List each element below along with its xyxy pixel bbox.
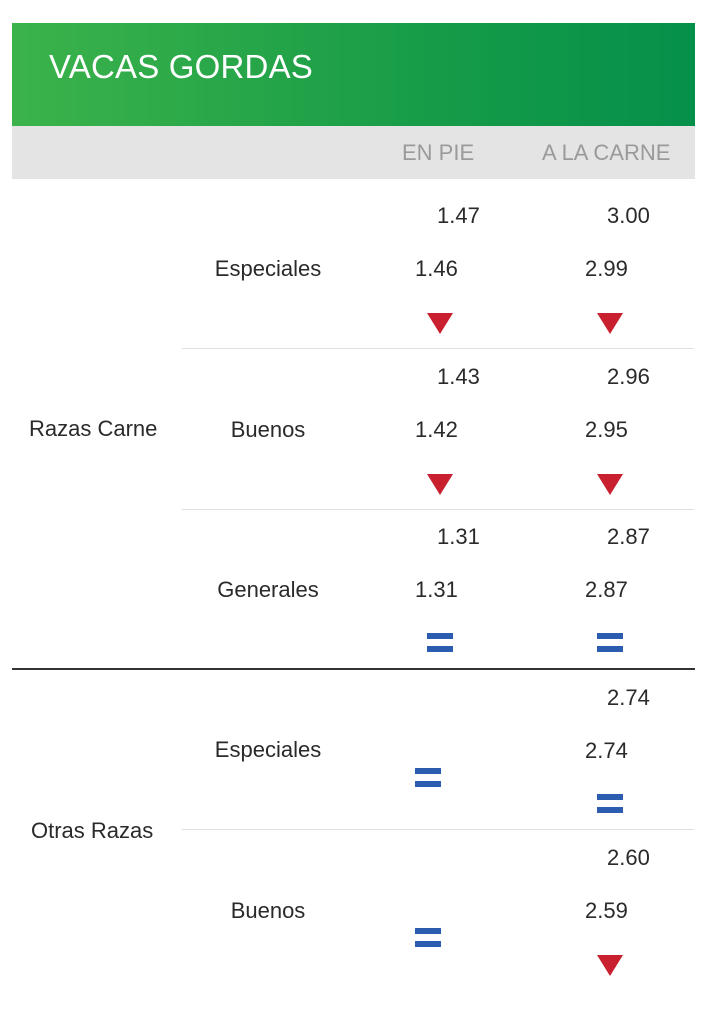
column-headers: EN PIE A LA CARNE — [12, 126, 695, 179]
row-divider — [182, 509, 694, 510]
equal-icon — [597, 633, 623, 652]
a-la-carne-current-value: 2.87 — [585, 577, 628, 602]
row-label-generales: Generales — [217, 577, 319, 602]
row-divider — [182, 348, 694, 349]
down-triangle-icon — [597, 313, 623, 334]
en-pie-prev-value: 1.43 — [437, 364, 480, 389]
en-pie-prev-value: 1.47 — [437, 203, 480, 228]
a-la-carne-current-value: 2.59 — [585, 898, 628, 923]
down-triangle-icon — [427, 313, 453, 334]
equal-icon — [597, 794, 623, 813]
down-triangle-icon — [427, 474, 453, 495]
group-divider — [12, 668, 695, 670]
a-la-carne-prev-value: 2.60 — [607, 845, 650, 870]
a-la-carne-prev-value: 2.74 — [607, 685, 650, 710]
row-label-buenos: Buenos — [230, 417, 306, 442]
a-la-carne-current-value: 2.99 — [585, 256, 628, 281]
down-triangle-icon — [597, 955, 623, 976]
group-label-razas-carne: Razas Carne — [29, 416, 158, 441]
en-pie-prev-value: 1.31 — [437, 524, 480, 549]
a-la-carne-current-value: 2.95 — [585, 417, 628, 442]
table-title: VACAS GORDAS — [49, 48, 314, 85]
row-label-especiales: Especiales — [214, 737, 322, 762]
row-label-especiales: Especiales — [214, 256, 322, 281]
table-header: VACAS GORDAS — [12, 23, 695, 126]
en-pie-current-value: 1.46 — [415, 256, 458, 281]
equal-icon — [415, 768, 441, 787]
a-la-carne-current-value: 2.74 — [585, 738, 628, 763]
equal-icon — [415, 928, 441, 947]
column-header-a-la-carne: A LA CARNE — [542, 140, 671, 165]
a-la-carne-prev-value: 2.96 — [607, 364, 650, 389]
en-pie-current-value: 1.31 — [415, 577, 458, 602]
row-label-buenos: Buenos — [230, 898, 306, 923]
group-label-otras-razas: Otras Razas — [31, 818, 154, 843]
equal-icon — [427, 633, 453, 652]
a-la-carne-prev-value: 3.00 — [607, 203, 650, 228]
en-pie-current-value: 1.42 — [415, 417, 458, 442]
row-divider — [182, 829, 694, 830]
column-header-en-pie: EN PIE — [402, 140, 475, 165]
down-triangle-icon — [597, 474, 623, 495]
a-la-carne-prev-value: 2.87 — [607, 524, 650, 549]
